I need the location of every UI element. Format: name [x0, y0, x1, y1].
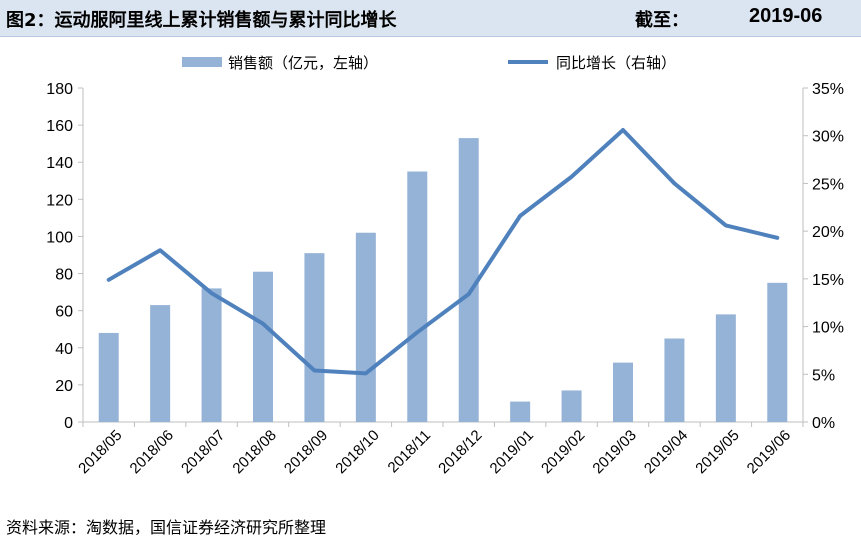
- y-left-tick-label: 20: [55, 378, 73, 395]
- bar: [767, 282, 788, 422]
- bar: [715, 314, 736, 422]
- bar: [510, 401, 531, 422]
- y-right-tick-label: 5%: [812, 367, 835, 384]
- y-right-tick-label: 20%: [812, 224, 844, 241]
- bar: [613, 362, 633, 422]
- y-left-tick-label: 120: [46, 192, 73, 209]
- x-tick-label: 2018/11: [385, 427, 435, 477]
- legend-label-line: 同比增长（右轴）: [556, 54, 676, 72]
- line-growth: [106, 127, 780, 376]
- bar: [561, 390, 582, 422]
- y-left-tick-label: 60: [55, 304, 73, 321]
- y-right-tick-label: 25%: [812, 176, 844, 193]
- bar: [98, 332, 119, 422]
- bar: [355, 232, 376, 422]
- legend: 销售额（亿元，左轴） 同比增长（右轴）: [182, 54, 676, 72]
- y-left-tick-label: 80: [55, 267, 73, 284]
- x-tick-label: 2019/06: [744, 427, 794, 477]
- bar: [253, 271, 273, 422]
- x-tick-label: 2018/09: [281, 427, 331, 477]
- title-bar: 图2：运动服阿里线上累计销售额与累计同比增长 截至： 2019-06: [0, 0, 861, 37]
- y-right-tick-label: 15%: [812, 272, 844, 289]
- x-tick-label: 2019/04: [641, 427, 691, 477]
- y-left-tick-label: 0: [64, 415, 73, 432]
- x-tick-label: 2019/02: [538, 427, 588, 477]
- x-tick-label: 2018/08: [229, 427, 279, 477]
- x-tick-label: 2019/05: [692, 427, 742, 477]
- x-tick-label: 2018/10: [332, 427, 382, 477]
- bar: [304, 253, 325, 422]
- x-tick-label: 2019/03: [589, 427, 639, 477]
- bar: [201, 288, 222, 422]
- x-tick-label: 2018/05: [75, 427, 125, 477]
- y-right-tick-label: 30%: [812, 129, 844, 146]
- bar: [458, 138, 479, 422]
- y-left-tick-label: 180: [46, 81, 73, 98]
- y-left-tick-label: 40: [55, 341, 73, 358]
- line-series: [106, 127, 780, 376]
- source-note: 资料来源：淘数据，国信证券经济研究所整理: [6, 518, 327, 537]
- bar: [407, 171, 428, 422]
- x-tick-label: 2018/07: [178, 427, 228, 477]
- y-left-tick-label: 140: [46, 155, 73, 172]
- x-tick-label: 2018/06: [127, 427, 177, 477]
- chart-title: 图2：运动服阿里线上累计销售额与累计同比增长: [6, 10, 397, 31]
- y-left-tick-label: 100: [46, 229, 73, 246]
- chart-area: 销售额（亿元，左轴） 同比增长（右轴） 0 20 40 60 80 100 120 140 160…: [46, 54, 844, 477]
- date-value: 2019-06: [749, 5, 823, 27]
- y-right-tick-label: 10%: [812, 320, 844, 337]
- legend-swatch-bar: [182, 57, 222, 67]
- y-left-tick-label: 160: [46, 118, 73, 135]
- y-right-tick-label: 0%: [812, 415, 835, 432]
- bar: [664, 338, 685, 422]
- x-tick-label: 2019/01: [487, 427, 537, 477]
- bar: [150, 305, 171, 422]
- bar-series: [98, 138, 788, 422]
- y-right-tick-label: 35%: [812, 81, 844, 98]
- x-tick-label: 2018/12: [435, 427, 485, 477]
- legend-label-bar: 销售额（亿元，左轴）: [228, 54, 378, 72]
- date-label: 截至：: [635, 10, 689, 31]
